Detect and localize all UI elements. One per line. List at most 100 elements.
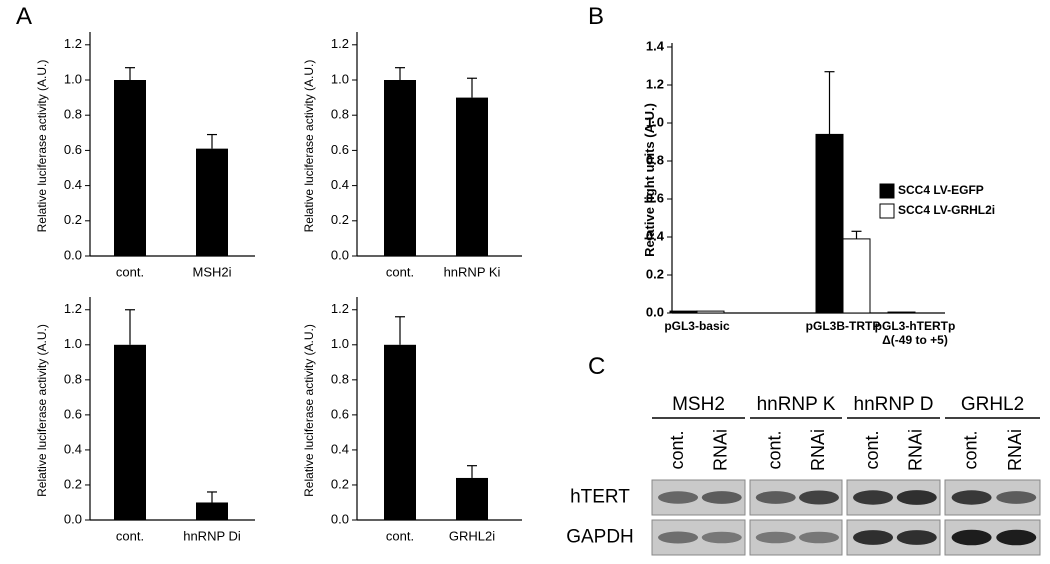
y-tick-label: 0.8 (646, 152, 664, 167)
lane-label: RNAi (808, 429, 828, 471)
lane-label: RNAi (711, 429, 731, 471)
gel-band (951, 490, 992, 505)
legend-label: SCC4 LV-GRHL2i (898, 203, 995, 217)
x-tick-label: MSH2i (192, 264, 231, 279)
y-tick-label: 0.2 (646, 266, 664, 281)
panel-label: C (588, 353, 605, 380)
bar (114, 344, 146, 520)
y-tick-label: 0.0 (646, 304, 664, 319)
y-tick-label: 1.0 (64, 71, 82, 86)
y-tick-label: 0.0 (331, 247, 349, 262)
row-label: GAPDH (566, 527, 634, 548)
y-axis-label: Relative luciferase activity (A.U.) (302, 60, 316, 233)
y-tick-label: 1.2 (331, 36, 349, 51)
error-bar (851, 230, 862, 239)
x-tick-label: pGL3-basic (664, 319, 730, 333)
error-bar (207, 491, 217, 503)
y-tick-label: 1.0 (331, 71, 349, 86)
legend-swatch (879, 203, 895, 219)
gel-band (701, 491, 742, 504)
error-bar (824, 71, 835, 135)
gel-band (658, 531, 699, 544)
gel-band (951, 529, 992, 546)
gel-band (658, 491, 699, 504)
gel-band (853, 490, 894, 505)
bar (696, 310, 725, 314)
bar (456, 97, 488, 256)
y-axis-label: Relative light units (A.U.) (642, 103, 657, 257)
y-tick-label: 0.6 (331, 142, 349, 157)
y-tick-label: 0.4 (646, 228, 665, 243)
bar (196, 502, 228, 520)
y-tick-label: 1.2 (331, 301, 349, 316)
group-label: hnRNP K (757, 394, 836, 415)
x-tick-label: cont. (116, 264, 144, 279)
bar (196, 148, 228, 256)
x-tick-label: hnRNP Di (183, 528, 241, 543)
y-tick-label: 0.6 (331, 406, 349, 421)
x-tick-label: cont. (116, 528, 144, 543)
group-label: MSH2 (672, 394, 725, 415)
bar (887, 311, 916, 314)
gel-band (996, 491, 1037, 504)
y-tick-label: 1.0 (331, 336, 349, 351)
bar (384, 344, 416, 520)
y-tick-label: 1.4 (646, 38, 665, 53)
bar (815, 133, 844, 314)
panel-label: B (588, 3, 604, 30)
y-tick-label: 0.6 (646, 190, 664, 205)
lane-label: RNAi (906, 429, 926, 471)
y-tick-label: 1.2 (64, 36, 82, 51)
legend-swatch (879, 183, 895, 199)
bar (384, 80, 416, 256)
y-tick-label: 0.2 (331, 476, 349, 491)
x-tick-label: hnRNP Ki (444, 264, 501, 279)
bar (456, 477, 488, 520)
legend-label: SCC4 LV-EGFP (898, 183, 984, 197)
y-tick-label: 0.4 (331, 177, 349, 192)
y-tick-label: 0.8 (64, 107, 82, 122)
gel-band (799, 490, 839, 505)
y-tick-label: 1.2 (646, 76, 664, 91)
error-bar (395, 316, 405, 345)
gel-band (799, 531, 839, 544)
y-tick-label: 0.0 (64, 511, 82, 526)
error-bar (207, 133, 217, 149)
y-tick-label: 0.0 (331, 511, 349, 526)
x-tick-label: pGL3B-TRTP (805, 319, 881, 333)
y-tick-label: 0.8 (331, 371, 349, 386)
y-tick-label: 0.6 (64, 406, 82, 421)
y-tick-label: 0.2 (64, 212, 82, 227)
y-tick-label: 1.0 (646, 114, 664, 129)
x-tick-label: cont. (386, 264, 414, 279)
x-tick-label: cont. (386, 528, 414, 543)
gel-band (896, 490, 937, 505)
group-label: hnRNP D (854, 394, 934, 415)
row-label: hTERT (570, 487, 630, 508)
gel-lane-box (749, 519, 843, 556)
gel-band (996, 529, 1037, 546)
error-bar (125, 67, 135, 80)
bar (669, 310, 698, 314)
x-tick-label: pGL3-hTERTp Δ(-49 to +5) (874, 319, 956, 347)
bar (842, 238, 871, 314)
y-tick-label: 0.8 (331, 107, 349, 122)
panel-label: A (16, 3, 32, 30)
y-tick-label: 1.2 (64, 301, 82, 316)
bar (114, 80, 146, 256)
lane-label: cont. (667, 430, 687, 469)
y-tick-label: 0.6 (64, 142, 82, 157)
y-tick-label: 0.4 (64, 177, 82, 192)
gel-band (701, 531, 742, 544)
error-bar (467, 465, 477, 478)
y-tick-label: 1.0 (64, 336, 82, 351)
y-tick-label: 0.0 (64, 247, 82, 262)
lane-label: cont. (960, 430, 980, 469)
gel-band (755, 491, 796, 504)
gel-band (853, 530, 894, 545)
lane-label: RNAi (1005, 429, 1025, 471)
y-tick-label: 0.4 (331, 441, 349, 456)
y-tick-label: 0.2 (64, 476, 82, 491)
